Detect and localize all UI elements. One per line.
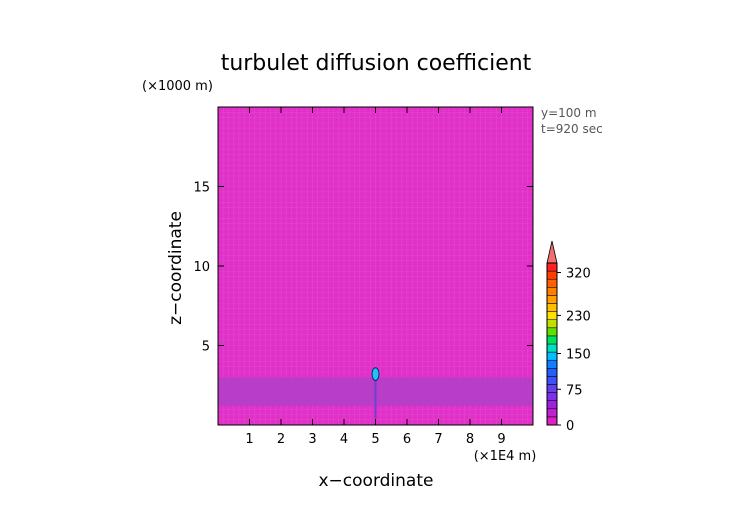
x-tick-label: 1 (245, 432, 253, 447)
z-tick-label: 10 (193, 260, 210, 275)
annotation-y: y=100 m (541, 106, 597, 120)
x-tick-label: 7 (434, 432, 442, 447)
x-tick-label: 6 (403, 432, 411, 447)
x-tick-label: 2 (277, 432, 285, 447)
heatmap-field (217, 106, 534, 426)
colorbar-swatch (546, 295, 558, 304)
x-tick-label: 3 (308, 432, 316, 447)
colorbar-label: 150 (566, 348, 591, 363)
z-axis-ticks: 5 10 15 (193, 181, 533, 355)
colorbar-swatch (546, 416, 558, 426)
z-tick-label: 5 (202, 340, 210, 355)
colorbar-swatch (546, 303, 558, 312)
plume-core (371, 367, 380, 381)
colorbar-swatch (546, 400, 558, 410)
colorbar-label: 230 (566, 309, 591, 324)
colorbar-swatch (546, 311, 558, 320)
colorbar-swatch (546, 327, 558, 337)
colorbar-extend-arrow (546, 240, 558, 264)
colorbar-label: 320 (566, 267, 591, 282)
z-tick-label: 15 (193, 181, 210, 196)
x-tick-label: 8 (466, 432, 474, 447)
colorbar-swatch (546, 392, 558, 401)
colorbar-frame (546, 262, 558, 426)
colorbar-swatch (546, 335, 558, 345)
x-unit-label: (×1E4 m) (474, 449, 537, 464)
colorbar-swatch (546, 278, 558, 288)
colorbar-swatch (546, 359, 558, 369)
annotation-t: t=920 sec (541, 122, 603, 136)
colorbar-label: 75 (566, 383, 583, 398)
x-tick-label: 9 (497, 432, 505, 447)
colorbar-swatch (546, 384, 558, 393)
colorbar-label: 0 (566, 419, 574, 434)
z-unit-label: (×1000 m) (142, 79, 213, 94)
colorbar-swatch (546, 368, 558, 377)
colorbar-swatch (546, 270, 558, 280)
x-tick-label: 5 (371, 432, 379, 447)
colorbar-swatch (546, 287, 558, 296)
chart-title: turbulet diffusion coefficient (221, 51, 532, 76)
colorbar-swatch (546, 343, 558, 353)
x-tick-label: 4 (340, 432, 348, 447)
colorbar-swatch (546, 376, 558, 385)
colorbar-swatch (546, 319, 558, 329)
colorbar-swatch (546, 408, 558, 418)
x-axis-label: x−coordinate (319, 471, 434, 491)
colorbar-swatch (546, 351, 558, 361)
x-axis-ticks: 1 2 3 4 5 6 7 8 9 (245, 107, 506, 447)
colorbar-swatch (546, 262, 558, 272)
colorbar: 0 75 150 230 320 (546, 240, 591, 434)
z-axis-label: z−coordinate (166, 211, 186, 325)
